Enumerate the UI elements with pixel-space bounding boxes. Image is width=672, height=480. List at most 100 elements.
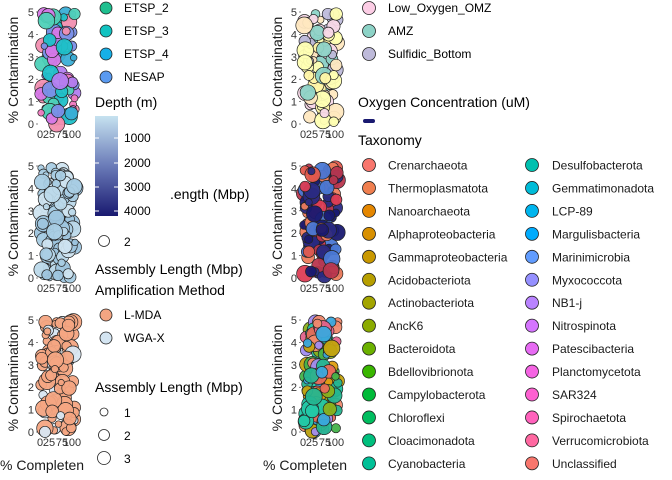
data-point xyxy=(62,268,74,280)
legend-key-low-oxygen-omz xyxy=(362,1,376,15)
legend-label: Cloacimonadota xyxy=(388,434,475,448)
y-tick-label: 1 xyxy=(291,405,297,417)
data-point xyxy=(37,109,45,117)
legend-label: WGA-X xyxy=(124,331,165,345)
legend-region-a-item: ETSP_4 xyxy=(99,47,169,61)
y-axis-title-bottom-right: % Contamination xyxy=(269,325,285,432)
data-point xyxy=(330,423,341,434)
legend-assembly-middle: Assembly Length (Mbp) xyxy=(95,261,243,277)
legend-key-etsp4 xyxy=(99,47,113,61)
y-tick-label: 0 xyxy=(291,273,297,285)
x-tick-label: 75 xyxy=(319,129,331,141)
legend-label: Nitrospinota xyxy=(552,319,616,333)
legend-label: NB1-j xyxy=(552,296,582,310)
y-tick-label: 2 xyxy=(28,228,34,240)
legend-region-a-item: ETSP_3 xyxy=(99,24,169,38)
data-point xyxy=(303,338,313,348)
legend-label: Desulfobacterota xyxy=(552,159,643,173)
x-tick-label: 100 xyxy=(326,283,344,295)
legend-label: L-MDA xyxy=(124,308,161,322)
legend-key-myxococcota xyxy=(525,272,539,287)
data-point xyxy=(68,7,81,21)
y-axis-title-top-left: % Contamination xyxy=(5,17,21,124)
legend-label: Low_Oxygen_OMZ xyxy=(388,1,491,15)
data-point xyxy=(41,269,53,281)
legend-key-etsp3 xyxy=(99,24,113,38)
data-point xyxy=(57,379,65,386)
legend-taxonomy: Taxonomy Crenarchaeota Thermoplasmatota Na… xyxy=(358,132,654,471)
legend-key-campylobacterota xyxy=(362,387,376,402)
data-point xyxy=(329,7,343,21)
x-tick-label: 100 xyxy=(63,129,81,141)
legend-title: Oxygen Concentration (uM) xyxy=(358,94,530,110)
data-point xyxy=(306,205,323,223)
data-point xyxy=(68,208,77,217)
x-tick-label: 25 xyxy=(306,129,318,141)
legend-label: Marinimicrobia xyxy=(552,250,630,264)
y-tick-label: 0 xyxy=(28,119,34,131)
legend-key-cloacimonadota xyxy=(362,433,376,448)
legend-key-wga-x xyxy=(99,331,113,345)
legend-title: Taxonomy xyxy=(358,132,422,148)
y-tick-label: 2 xyxy=(28,74,34,86)
legend-region-b-item: Low_Oxygen_OMZ xyxy=(362,1,491,15)
y-tick-label: 1 xyxy=(28,97,34,109)
legend-title: Depth (m) xyxy=(95,94,157,110)
legend-key-nb1-j xyxy=(525,295,539,310)
y-tick-label: 0 xyxy=(28,273,34,285)
legend-label: LCP-89 xyxy=(552,204,593,218)
legend-label: AMZ xyxy=(388,24,413,38)
y-axis-title-middle-right: % Contamination xyxy=(269,170,285,277)
data-point xyxy=(39,425,51,438)
x-tick-label: 100 xyxy=(326,437,344,449)
oxygen-colorbar-swatch xyxy=(363,119,375,123)
data-point xyxy=(331,372,340,381)
legend-label: Margulisbacteria xyxy=(552,227,640,241)
data-point xyxy=(299,84,316,101)
x-tick-label: 100 xyxy=(63,283,81,295)
data-point xyxy=(317,413,331,427)
legend-label: 2 xyxy=(124,235,131,249)
data-point xyxy=(305,403,320,419)
legend-label: 1 xyxy=(124,406,131,420)
data-point xyxy=(36,217,49,230)
data-point xyxy=(323,339,341,357)
y-tick-label: 2 xyxy=(291,228,297,240)
legend-key-marinimicrobia xyxy=(525,249,539,264)
data-point xyxy=(297,414,311,428)
legend-label: Sulfidic_Bottom xyxy=(388,47,471,61)
x-axis-title-bottom-right: % Completen xyxy=(263,457,347,473)
data-point xyxy=(307,167,316,176)
data-point xyxy=(71,238,79,247)
data-point xyxy=(70,94,79,103)
y-tick-label: 1 xyxy=(291,97,297,109)
legend-label: Actinobacteriota xyxy=(388,296,474,310)
y-tick-label: 1 xyxy=(28,251,34,263)
legend-key-amz xyxy=(362,24,376,38)
legend-key-margulisbacteria xyxy=(525,226,539,241)
legend-key-lcp-89 xyxy=(525,203,539,218)
data-point xyxy=(34,173,51,191)
legend-region-b-item: Sulfidic_Bottom xyxy=(362,47,471,61)
legend-key-l-mda xyxy=(99,308,113,322)
x-tick-label: 75 xyxy=(319,437,331,449)
data-point xyxy=(47,339,61,353)
depth-colorbar xyxy=(95,116,118,216)
data-point xyxy=(312,318,323,329)
y-tick-label: 3 xyxy=(28,360,34,372)
data-point xyxy=(43,185,61,203)
y-axis-title-top-right: % Contamination xyxy=(269,17,285,124)
legend-label: Verrucomicrobiota xyxy=(552,434,649,448)
y-tick-label: 3 xyxy=(291,360,297,372)
x-tick-label: 100 xyxy=(63,437,81,449)
data-point xyxy=(305,387,323,406)
y-tick-label: 5 xyxy=(28,315,34,327)
x-tick-label: 0 xyxy=(37,129,43,141)
legend-key-desulfobacterota xyxy=(525,158,539,172)
legend-title: Amplification Method xyxy=(95,282,225,298)
y-tick-label: 4 xyxy=(291,183,297,195)
legend-label: Acidobacteriota xyxy=(388,273,471,287)
